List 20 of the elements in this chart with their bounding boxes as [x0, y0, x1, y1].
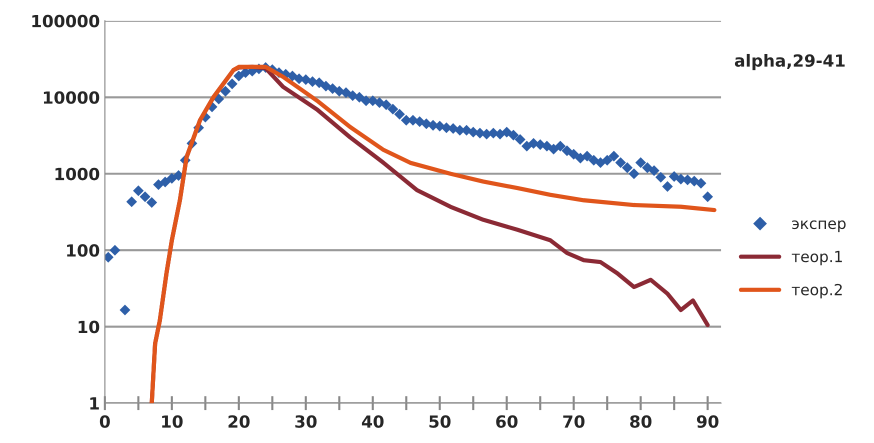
legend-label: экспер — [792, 220, 846, 232]
y-tick-label: 100 — [67, 244, 100, 257]
x-tick-label: 80 — [630, 415, 652, 428]
x-tick-label: 60 — [496, 415, 518, 428]
x-tick-label: 30 — [295, 415, 317, 428]
x-tick-label: 0 — [100, 415, 110, 428]
y-tick-label: 1 — [90, 397, 99, 410]
text: alpha,29-41 — [734, 54, 845, 70]
x-tick-label: 90 — [696, 415, 718, 428]
legend-label: теор.2 — [792, 284, 842, 298]
x-tick-label: 10 — [162, 415, 183, 428]
x-tick-label: 20 — [228, 415, 250, 428]
y-tick-label: 1000 — [56, 168, 100, 180]
x-tick-label: 50 — [429, 415, 451, 428]
y-tick-label: 10000 — [44, 91, 100, 104]
x-tick-label: 40 — [362, 415, 384, 428]
legend-label: теор.1 — [792, 250, 842, 266]
x-tick-label: 70 — [563, 415, 585, 428]
y-tick-label: 100000 — [32, 14, 100, 28]
y-tick-label: 10 — [78, 320, 100, 334]
